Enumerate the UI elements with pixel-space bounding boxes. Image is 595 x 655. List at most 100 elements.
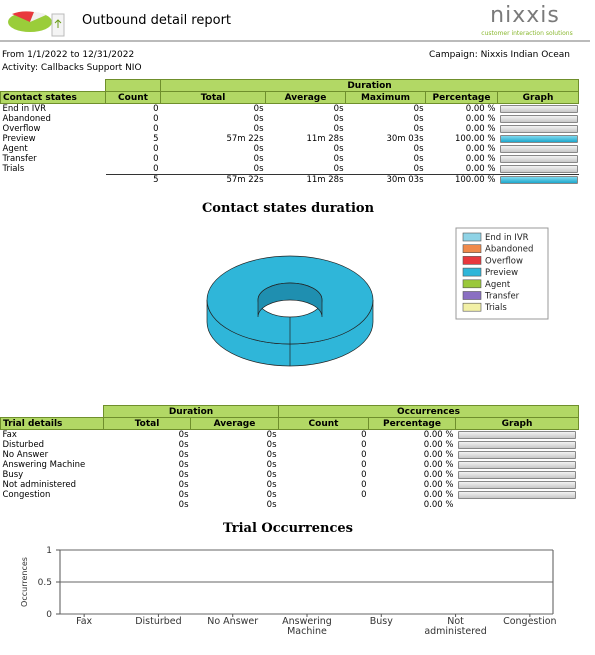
bar-title: Trial Occurrences <box>223 521 353 536</box>
state-name: End in IVR <box>2 104 47 114</box>
y-tick-label: 1 <box>46 546 52 556</box>
x-tick-label: No Answer <box>207 616 259 627</box>
data-row: Congestion 0s 0s 0 0.00 % <box>1 490 579 500</box>
graph-bar-track <box>499 165 578 173</box>
contact-table: Duration Contact states Count Total Average M… <box>0 79 579 185</box>
cell: 0 <box>361 490 367 500</box>
graph-cell <box>497 174 579 185</box>
cell: 0.00 % <box>423 450 454 460</box>
blank-cell <box>1 175 106 186</box>
total-cell: 0.00 % <box>423 500 454 510</box>
cell: 0s <box>253 164 264 174</box>
header-row: Contact states Count Total Average Maximum Pe… <box>0 91 579 104</box>
graph-bar-track <box>499 155 578 163</box>
column-header: Graph <box>455 417 579 430</box>
report-icon <box>8 11 65 37</box>
graph-cell <box>498 124 579 134</box>
column-header: Average <box>265 91 346 104</box>
cell: 0s <box>333 144 344 154</box>
cell: 0.00 % <box>423 440 454 450</box>
trial-name: Not administered <box>2 480 77 490</box>
column-header: Maximum <box>345 91 426 104</box>
cell: 0s <box>413 104 424 114</box>
total-cell: 5 <box>105 174 161 185</box>
cell: 0s <box>266 430 277 440</box>
graph-cell <box>498 144 579 154</box>
state-name: Transfer <box>2 154 37 164</box>
legend-swatch <box>462 291 482 300</box>
x-tick-label: Fax <box>76 616 93 627</box>
data-row: Transfer 0 0s 0s 0s 0.00 % <box>1 154 579 164</box>
legend-label: Overflow <box>485 256 523 266</box>
column-header: Graph <box>497 91 579 104</box>
data-row: Abandoned 0 0s 0s 0s 0.00 % <box>1 114 579 124</box>
cell: 0s <box>253 154 264 164</box>
graph-cell <box>456 440 579 450</box>
graph-bar-track <box>499 125 578 133</box>
data-row: Answering Machine 0s 0s 0 0.00 % <box>1 460 579 470</box>
cell: 11m 28s <box>306 134 344 144</box>
group-header-row: Duration <box>1 79 579 92</box>
group-header: Duration <box>160 79 579 92</box>
cell: 0 <box>361 450 367 460</box>
group-header-row: Duration Occurrences <box>1 405 579 418</box>
report-period: From 1/1/2022 to 12/31/2022 <box>2 50 134 60</box>
total-cell: 0s <box>266 500 277 510</box>
cell: 0 <box>361 480 367 490</box>
legend-label: End in IVR <box>485 233 529 243</box>
graph-cell <box>456 430 579 441</box>
cell: 0 <box>361 470 367 480</box>
graph-cell <box>456 490 579 500</box>
cell: 0 <box>153 104 159 114</box>
cell: 0 <box>361 460 367 470</box>
x-tick-label: Answering Machine <box>282 616 332 637</box>
cell: 0.00 % <box>465 164 496 174</box>
cell: 0 <box>153 154 159 164</box>
column-header: Count <box>105 91 161 104</box>
y-axis-label: Occurrences <box>20 557 29 607</box>
brand-logo: nixxis <box>490 3 560 28</box>
column-header: Percentage <box>368 417 456 430</box>
cell: 0s <box>178 470 189 480</box>
legend-label: Abandoned <box>485 245 533 255</box>
graph-bar-track <box>457 471 576 479</box>
trial-name: No Answer <box>2 450 49 460</box>
cell: 0 <box>153 144 159 154</box>
state-name: Agent <box>2 144 28 154</box>
y-tick-label: 0 <box>46 610 52 620</box>
graph-cell <box>456 450 579 460</box>
cell: 0s <box>253 144 264 154</box>
column-header: Percentage <box>425 91 498 104</box>
header-cell <box>105 79 161 92</box>
cell: 0s <box>266 470 277 480</box>
graph-bar-track <box>457 441 576 449</box>
graph-bar <box>500 136 577 142</box>
cell: 0.00 % <box>423 470 454 480</box>
graph-cell <box>498 104 579 115</box>
cell: 57m 22s <box>226 134 264 144</box>
x-tick-label: Congestion <box>503 616 557 627</box>
blank-cell <box>1 500 104 510</box>
data-row: Disturbed 0s 0s 0 0.00 % <box>1 440 579 450</box>
trial-name: Congestion <box>2 490 51 500</box>
cell: 0s <box>266 490 277 500</box>
graph-cell <box>498 164 579 175</box>
brand-tagline: customer interaction solutions <box>481 30 572 37</box>
legend-swatch <box>462 256 482 265</box>
cell: 0 <box>153 124 159 134</box>
cell: 0.00 % <box>423 480 454 490</box>
cell: 5 <box>153 134 159 144</box>
cell: 0s <box>253 114 264 124</box>
cell: 0s <box>178 430 189 440</box>
data-row: Not administered 0s 0s 0 0.00 % <box>1 480 579 490</box>
totals-row: 5 57m 22s 11m 28s 30m 03s 100.00 % <box>1 174 579 186</box>
graph-bar-track <box>457 461 576 469</box>
total-cell: 100.00 % <box>425 174 498 185</box>
trial-table: Duration Occurrences Trial details Total Ave… <box>0 405 579 510</box>
slice-inner-wall <box>257 282 323 318</box>
graph-cell <box>498 114 579 124</box>
cell: 0.00 % <box>465 114 496 124</box>
legend-label: Agent <box>485 280 511 290</box>
cell: 0s <box>333 104 344 114</box>
blank-cell <box>456 500 579 510</box>
